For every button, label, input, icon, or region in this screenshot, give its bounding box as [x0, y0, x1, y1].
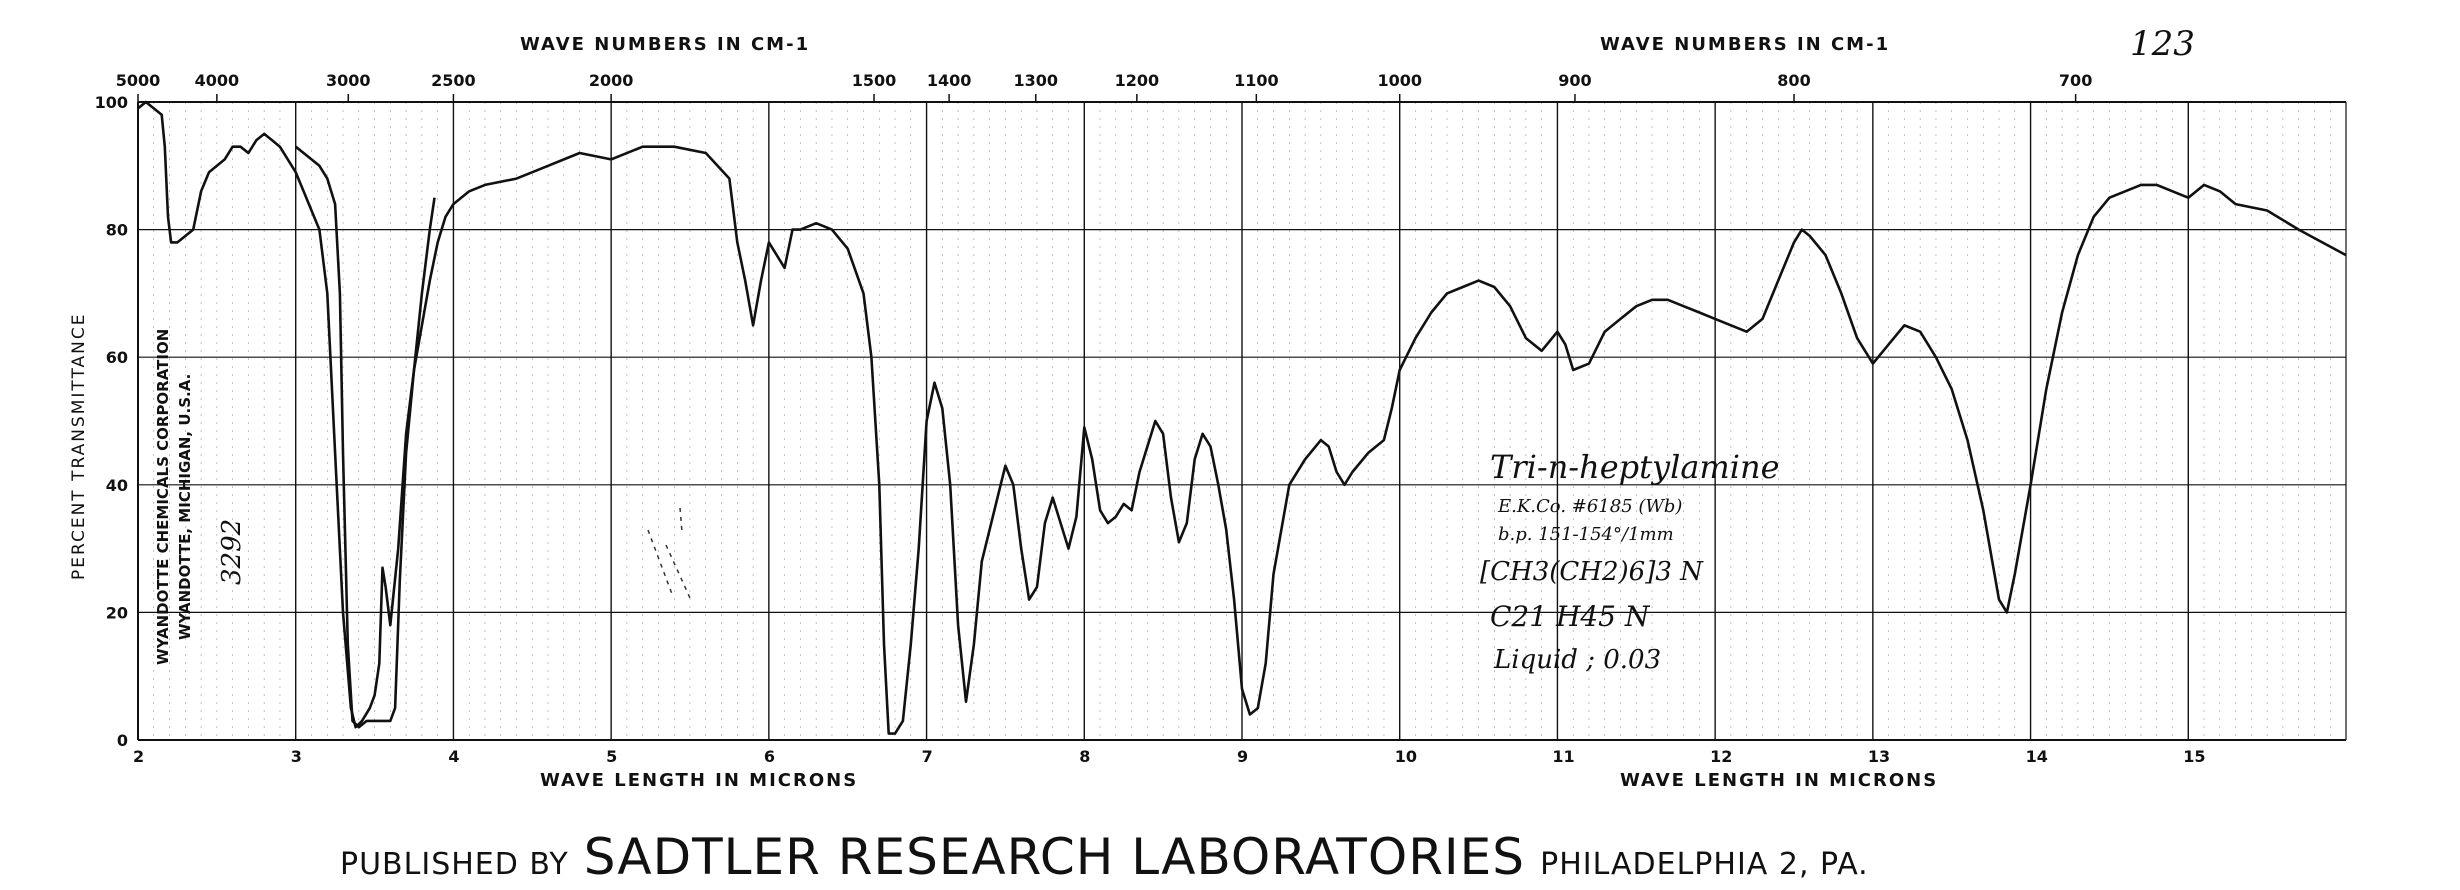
top-tick-label: 1300	[1013, 71, 1058, 90]
spectrum-series	[137, 100, 2347, 735]
x-tick-label: 13	[1868, 747, 1890, 766]
y-tick-label: 60	[106, 348, 128, 367]
page-number: 123	[2130, 24, 2195, 64]
y-tick-label: 80	[106, 221, 128, 240]
top-tick-label: 4000	[195, 71, 240, 90]
top-tick-label: 1400	[927, 71, 972, 90]
top-tick-label: 2000	[589, 71, 634, 90]
top-tick-label: 900	[1558, 71, 1591, 90]
y-tick-label: 100	[95, 93, 128, 112]
top-tick-label: 1500	[852, 71, 897, 90]
bottom-wavelength-label-right: WAVE LENGTH IN MICRONS	[1620, 770, 1938, 791]
top-wavenumber-label-left: WAVE NUMBERS IN CM-1	[520, 34, 810, 55]
publisher-name: SADTLER RESEARCH LABORATORIES	[583, 828, 1526, 886]
annotation-source: E.K.Co. #6185 (Wb)	[1497, 496, 1682, 517]
chart-frame	[137, 101, 2347, 741]
x-tick-label: 14	[2026, 747, 2048, 766]
axis-tick-labels: 2 3 4 5 6 7 8 9 10 11 12 13 14 15 0 20 40 60 80 100 5000 4000…	[95, 71, 2206, 766]
x-tick-label: 6	[764, 747, 775, 766]
y-tick-label: 40	[106, 476, 128, 495]
x-tick-label: 9	[1237, 747, 1248, 766]
publisher-footer: PUBLISHED BY SADTLER RESEARCH LABORATORI…	[340, 828, 2040, 886]
x-tick-label: 10	[1395, 747, 1417, 766]
annotation-formula: C21 H45 N	[1490, 600, 1651, 633]
spectrum-trace-1	[137, 100, 2347, 735]
x-tick-label: 3	[291, 747, 302, 766]
annotation-compound-name: Tri-n-heptylamine	[1490, 448, 1780, 486]
top-tick-label: 3000	[326, 71, 371, 90]
x-tick-label: 4	[448, 747, 459, 766]
top-wavenumber-label-right: WAVE NUMBERS IN CM-1	[1600, 34, 1890, 55]
y-tick-label: 20	[106, 603, 128, 622]
annotation-state: Liquid ; 0.03	[1493, 645, 1661, 675]
x-tick-label: 12	[1710, 747, 1732, 766]
top-tick-label: 5000	[116, 71, 161, 90]
x-tick-label: 15	[2183, 747, 2205, 766]
spectrum-trace-2	[294, 145, 436, 729]
y-axis-title: PERCENT TRANSMITTANCE	[69, 312, 89, 580]
annotation-structure: [CH3(CH2)6]3 N	[1480, 557, 1704, 587]
y-tick-label: 0	[117, 731, 128, 750]
top-tick-label: 800	[1777, 71, 1810, 90]
annotation-boiling-point: b.p. 151-154°/1mm	[1498, 524, 1674, 545]
x-tick-label: 2	[133, 747, 144, 766]
x-tick-label: 7	[922, 747, 933, 766]
x-tick-label: 5	[606, 747, 617, 766]
x-tick-label: 8	[1079, 747, 1090, 766]
top-tick-label: 1000	[1377, 71, 1422, 90]
pencil-marks	[647, 507, 691, 599]
publisher-prefix: PUBLISHED BY	[340, 847, 569, 882]
bottom-wavelength-label-left: WAVE LENGTH IN MICRONS	[540, 770, 858, 791]
sample-annotation: Tri-n-heptylamine E.K.Co. #6185 (Wb) b.p…	[1480, 448, 1780, 675]
catalog-number: 3292	[217, 519, 247, 585]
x-tick-label: 11	[1552, 747, 1574, 766]
chart-grid	[137, 101, 2346, 741]
publisher-location: PHILADELPHIA 2, PA.	[1540, 847, 1869, 882]
top-tick-label: 1100	[1234, 71, 1279, 90]
company-name: WYANDOTTE CHEMICALS CORPORATION	[154, 329, 172, 665]
top-tick-label: 1200	[1115, 71, 1160, 90]
top-tick-label: 2500	[431, 71, 476, 90]
top-tick-label: 700	[2059, 71, 2092, 90]
company-location: WYANDOTTE, MICHIGAN, U.S.A.	[176, 374, 194, 640]
